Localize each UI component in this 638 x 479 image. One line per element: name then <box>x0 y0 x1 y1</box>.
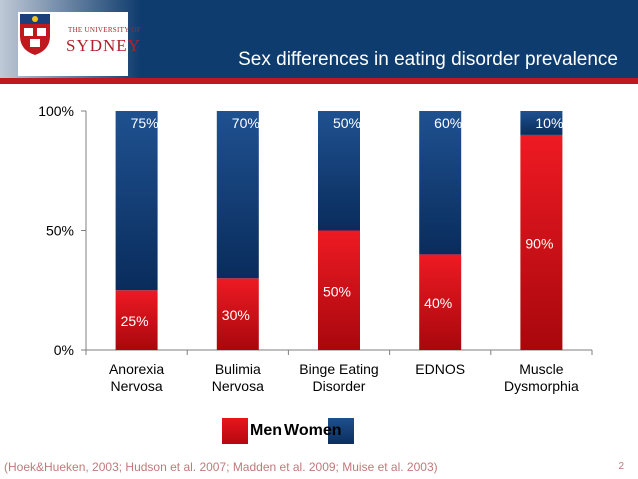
data-label-men: 25% <box>121 313 149 329</box>
bar-segment-women <box>216 111 259 279</box>
bar-segment-women <box>419 111 462 255</box>
x-category-label: Anorexia Nervosa <box>109 361 164 394</box>
data-label-men: 90% <box>525 235 553 251</box>
x-category-label-line: Anorexia <box>109 361 164 377</box>
legend-men-swatch <box>222 418 248 444</box>
slide-header: THE UNIVERSITY OF SYDNEY Sex differences… <box>0 0 638 84</box>
x-category-label-line: EDNOS <box>415 361 465 377</box>
bar-segment-women <box>318 111 360 231</box>
data-label-women: 60% <box>434 115 462 131</box>
y-tick-label: 100% <box>38 103 74 119</box>
x-category-label-line: Dysmorphia <box>504 378 579 394</box>
legend-women-label: Women <box>284 422 342 439</box>
slide-title: Sex differences in eating disorder preva… <box>238 49 618 70</box>
x-category-label: EDNOS <box>415 361 465 377</box>
data-label-men: 50% <box>323 283 351 299</box>
data-label-women: 75% <box>131 115 159 131</box>
x-category-label-line: Binge Eating <box>299 361 378 377</box>
x-category-label: Muscle Dysmorphia <box>504 361 579 394</box>
page-number: 2 <box>618 461 624 472</box>
citation-text: (Hoek&Hueken, 2003; Hudson et al. 2007; … <box>4 460 438 474</box>
x-category-label-line: Disorder <box>313 378 366 394</box>
legend-men-label: Men <box>250 422 282 439</box>
bar-segment-women <box>115 111 158 291</box>
logo-top-text: THE UNIVERSITY OF <box>68 26 141 34</box>
y-tick-label: 50% <box>46 223 74 239</box>
chart-legend: Men Women <box>222 418 422 444</box>
data-label-women: 10% <box>535 115 563 131</box>
data-label-women: 50% <box>333 115 361 131</box>
x-category-label-line: Nervosa <box>111 378 163 394</box>
logo-main-text: SYDNEY <box>66 36 141 55</box>
x-category-label: Binge Eating Disorder <box>299 361 378 394</box>
x-category-label-line: Bulimia <box>215 361 261 377</box>
legend-women-swatch <box>328 418 354 444</box>
data-label-men: 40% <box>424 295 452 311</box>
x-category-label-line: Muscle <box>519 361 564 377</box>
university-logo: THE UNIVERSITY OF SYDNEY <box>18 12 141 76</box>
data-label-men: 30% <box>222 307 250 323</box>
bar-segment-men <box>216 278 259 350</box>
bar-segment-men <box>419 254 462 350</box>
bar-segment-men <box>520 134 563 350</box>
y-tick-label: 0% <box>54 342 74 358</box>
header-red-stripe <box>0 78 638 84</box>
crest-icon <box>20 14 50 55</box>
x-category-label: Bulimia Nervosa <box>212 361 264 394</box>
stacked-bar-chart: 0%50%100%25%75%Anorexia Nervosa30%70%Buli… <box>38 103 593 394</box>
bar-segment-men <box>115 290 158 350</box>
bar-segment-women <box>520 111 563 135</box>
bar-segment-men <box>318 230 360 350</box>
x-category-label-line: Nervosa <box>212 378 264 394</box>
data-label-women: 70% <box>232 115 260 131</box>
